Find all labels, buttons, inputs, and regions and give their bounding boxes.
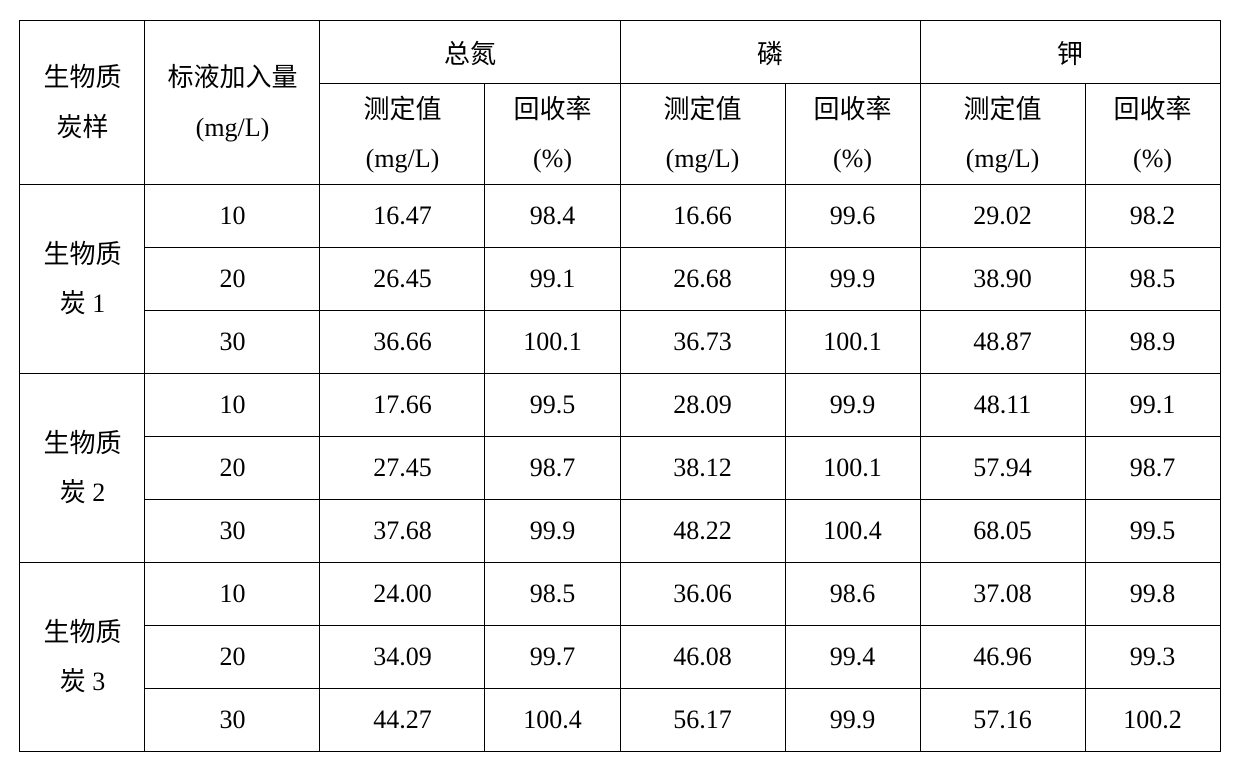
table-header-row-1: 生物质炭样 标液加入量(mg/L) 总氮 磷 钾 — [20, 21, 1220, 84]
p-val-cell: 46.08 — [620, 626, 785, 689]
header-k-measured: 测定值(mg/L) — [920, 84, 1085, 185]
header-group-potassium: 钾 — [920, 21, 1220, 84]
p-rec-cell: 100.1 — [785, 311, 920, 374]
p-rec-cell: 99.6 — [785, 185, 920, 248]
p-rec-cell: 99.4 — [785, 626, 920, 689]
std-cell: 30 — [145, 311, 320, 374]
n-rec-cell: 99.1 — [485, 248, 620, 311]
table-row: 20 26.45 99.1 26.68 99.9 38.90 98.5 — [20, 248, 1220, 311]
k-val-cell: 57.16 — [920, 689, 1085, 752]
k-val-cell: 68.05 — [920, 500, 1085, 563]
p-val-cell: 38.12 — [620, 437, 785, 500]
std-cell: 10 — [145, 185, 320, 248]
header-sample: 生物质炭样 — [20, 21, 145, 185]
table-row: 生物质炭 3 10 24.00 98.5 36.06 98.6 37.08 99… — [20, 563, 1220, 626]
n-val-cell: 34.09 — [320, 626, 485, 689]
header-standard: 标液加入量(mg/L) — [145, 21, 320, 185]
std-cell: 10 — [145, 563, 320, 626]
p-val-cell: 16.66 — [620, 185, 785, 248]
k-val-cell: 38.90 — [920, 248, 1085, 311]
table-body: 生物质炭 1 10 16.47 98.4 16.66 99.6 29.02 98… — [20, 185, 1220, 752]
p-rec-cell: 100.4 — [785, 500, 920, 563]
n-val-cell: 16.47 — [320, 185, 485, 248]
p-val-cell: 26.68 — [620, 248, 785, 311]
header-p-measured: 测定值(mg/L) — [620, 84, 785, 185]
std-cell: 20 — [145, 248, 320, 311]
p-val-cell: 36.06 — [620, 563, 785, 626]
k-val-cell: 29.02 — [920, 185, 1085, 248]
k-val-cell: 37.08 — [920, 563, 1085, 626]
p-val-cell: 28.09 — [620, 374, 785, 437]
table-row: 20 34.09 99.7 46.08 99.4 46.96 99.3 — [20, 626, 1220, 689]
p-val-cell: 36.73 — [620, 311, 785, 374]
p-rec-cell: 99.9 — [785, 374, 920, 437]
k-val-cell: 57.94 — [920, 437, 1085, 500]
table-row: 30 44.27 100.4 56.17 99.9 57.16 100.2 — [20, 689, 1220, 752]
p-val-cell: 56.17 — [620, 689, 785, 752]
n-rec-cell: 99.9 — [485, 500, 620, 563]
p-rec-cell: 98.6 — [785, 563, 920, 626]
n-val-cell: 36.66 — [320, 311, 485, 374]
k-rec-cell: 99.1 — [1085, 374, 1220, 437]
n-rec-cell: 100.1 — [485, 311, 620, 374]
n-rec-cell: 99.7 — [485, 626, 620, 689]
std-cell: 30 — [145, 500, 320, 563]
n-rec-cell: 99.5 — [485, 374, 620, 437]
k-rec-cell: 99.8 — [1085, 563, 1220, 626]
std-cell: 20 — [145, 437, 320, 500]
table-row: 30 36.66 100.1 36.73 100.1 48.87 98.9 — [20, 311, 1220, 374]
sample-name-cell: 生物质炭 2 — [20, 374, 145, 563]
k-rec-cell: 98.5 — [1085, 248, 1220, 311]
k-rec-cell: 98.7 — [1085, 437, 1220, 500]
sample-name-cell: 生物质炭 1 — [20, 185, 145, 374]
biochar-data-table: 生物质炭样 标液加入量(mg/L) 总氮 磷 钾 测定值(mg/L) 回收率(%… — [19, 20, 1220, 752]
table-row: 生物质炭 2 10 17.66 99.5 28.09 99.9 48.11 99… — [20, 374, 1220, 437]
table-row: 生物质炭 1 10 16.47 98.4 16.66 99.6 29.02 98… — [20, 185, 1220, 248]
n-rec-cell: 98.5 — [485, 563, 620, 626]
p-rec-cell: 99.9 — [785, 248, 920, 311]
header-p-recovery: 回收率(%) — [785, 84, 920, 185]
header-group-phosphorus: 磷 — [620, 21, 920, 84]
std-cell: 20 — [145, 626, 320, 689]
table-row: 20 27.45 98.7 38.12 100.1 57.94 98.7 — [20, 437, 1220, 500]
k-rec-cell: 100.2 — [1085, 689, 1220, 752]
n-rec-cell: 98.7 — [485, 437, 620, 500]
k-val-cell: 48.11 — [920, 374, 1085, 437]
std-cell: 10 — [145, 374, 320, 437]
table-row: 30 37.68 99.9 48.22 100.4 68.05 99.5 — [20, 500, 1220, 563]
header-n-recovery: 回收率(%) — [485, 84, 620, 185]
n-rec-cell: 98.4 — [485, 185, 620, 248]
sample-name-cell: 生物质炭 3 — [20, 563, 145, 752]
k-rec-cell: 99.3 — [1085, 626, 1220, 689]
n-val-cell: 24.00 — [320, 563, 485, 626]
k-val-cell: 48.87 — [920, 311, 1085, 374]
n-val-cell: 27.45 — [320, 437, 485, 500]
n-val-cell: 37.68 — [320, 500, 485, 563]
header-n-measured: 测定值(mg/L) — [320, 84, 485, 185]
k-rec-cell: 98.9 — [1085, 311, 1220, 374]
header-k-recovery: 回收率(%) — [1085, 84, 1220, 185]
k-val-cell: 46.96 — [920, 626, 1085, 689]
k-rec-cell: 98.2 — [1085, 185, 1220, 248]
k-rec-cell: 99.5 — [1085, 500, 1220, 563]
n-val-cell: 44.27 — [320, 689, 485, 752]
p-rec-cell: 99.9 — [785, 689, 920, 752]
std-cell: 30 — [145, 689, 320, 752]
n-val-cell: 26.45 — [320, 248, 485, 311]
n-rec-cell: 100.4 — [485, 689, 620, 752]
n-val-cell: 17.66 — [320, 374, 485, 437]
p-val-cell: 48.22 — [620, 500, 785, 563]
header-group-nitrogen: 总氮 — [320, 21, 620, 84]
p-rec-cell: 100.1 — [785, 437, 920, 500]
